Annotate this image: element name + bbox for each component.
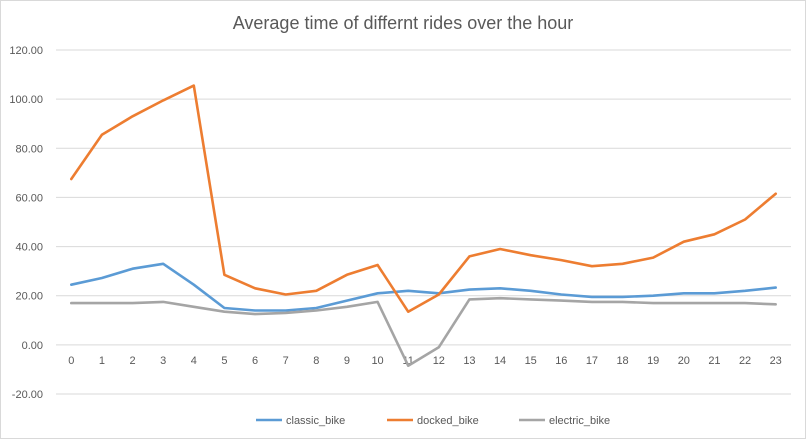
x-tick-label: 23 bbox=[770, 355, 782, 367]
y-tick-label: 80.00 bbox=[15, 143, 43, 155]
grid-lines bbox=[56, 49, 791, 395]
legend-label-classic-bike: classic_bike bbox=[286, 415, 345, 427]
legend-label-electric-bike: electric_bike bbox=[549, 415, 610, 427]
x-tick-label: 11 bbox=[402, 355, 413, 367]
axes: -20.00 0.00 20.00 40.00 60.00 80.00 100.00 120.… bbox=[9, 45, 781, 401]
x-tick-label: 5 bbox=[221, 355, 227, 367]
x-tick-label: 0 bbox=[68, 355, 74, 367]
x-tick-label: 12 bbox=[433, 355, 445, 367]
series-line-electric-bike bbox=[70, 296, 778, 368]
x-tick-label: 17 bbox=[586, 355, 598, 367]
x-tick-label: 18 bbox=[616, 355, 628, 367]
series-line-docked-bike bbox=[70, 84, 778, 314]
x-tick-label: 22 bbox=[739, 355, 751, 367]
x-tick-label: 1 bbox=[99, 355, 105, 367]
x-tick-label: 21 bbox=[708, 355, 720, 367]
x-tick-label: 3 bbox=[160, 355, 166, 367]
y-tick-label: -20.00 bbox=[12, 389, 43, 401]
y-tick-label: 120.00 bbox=[9, 45, 43, 57]
x-tick-label: 14 bbox=[494, 355, 506, 367]
y-tick-label: 100.00 bbox=[9, 94, 43, 106]
x-tick-label: 16 bbox=[555, 355, 567, 367]
y-tick-label: 20.00 bbox=[15, 291, 43, 303]
legend: classic_bike docked_bike electric_bike bbox=[256, 415, 610, 427]
x-tick-label: 19 bbox=[647, 355, 659, 367]
x-tick-label: 2 bbox=[130, 355, 136, 367]
x-tick-label: 15 bbox=[525, 355, 537, 367]
x-tick-label: 6 bbox=[252, 355, 258, 367]
chart-title: Average time of differnt rides over the … bbox=[233, 13, 574, 33]
series-line-classic-bike bbox=[70, 262, 778, 312]
series-lines bbox=[70, 84, 778, 368]
x-tick-label: 9 bbox=[344, 355, 350, 367]
x-tick-label: 13 bbox=[463, 355, 475, 367]
x-tick-label: 10 bbox=[371, 355, 383, 367]
x-tick-label: 20 bbox=[678, 355, 690, 367]
y-tick-label: 60.00 bbox=[15, 192, 43, 204]
y-tick-label: 40.00 bbox=[15, 242, 43, 254]
legend-label-docked-bike: docked_bike bbox=[417, 415, 479, 427]
x-tick-label: 8 bbox=[313, 355, 319, 367]
x-tick-label: 7 bbox=[283, 355, 289, 367]
y-tick-label: 0.00 bbox=[22, 340, 43, 352]
x-tick-label: 4 bbox=[191, 355, 197, 367]
